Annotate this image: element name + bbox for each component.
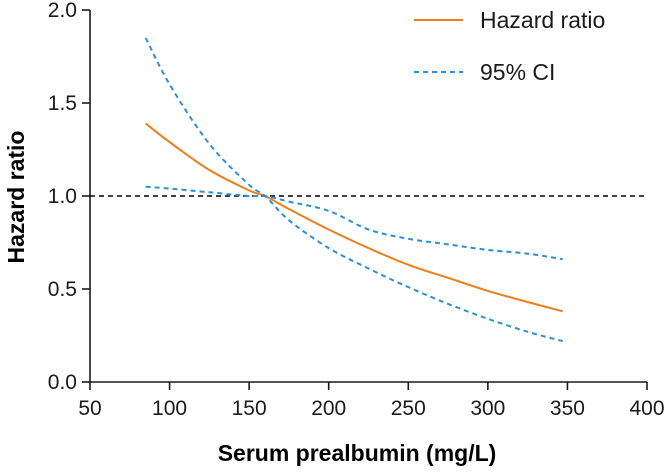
- y-tick-label: 0.0: [48, 371, 77, 394]
- legend-label-95-ci: 95% CI: [480, 59, 555, 85]
- hazard-ratio-line: [145, 122, 563, 313]
- series-layer: [144, 37, 563, 343]
- x-tick-label: 150: [232, 397, 267, 420]
- ci-lower-line: [145, 185, 563, 261]
- y-tick-label: 1.0: [48, 185, 77, 208]
- y-tick-label: 2.0: [48, 0, 77, 22]
- ticks: 50 100 150 200 250 300 350 400 0.0 0.5 1.0 1.5 2.0: [48, 0, 665, 420]
- x-tick-label: 50: [78, 397, 101, 420]
- y-tick-label: 1.5: [48, 92, 77, 115]
- x-tick-label: 200: [311, 397, 346, 420]
- legend-label-hazard-ratio: Hazard ratio: [480, 7, 605, 33]
- x-tick-label: 400: [629, 397, 664, 420]
- y-tick-label: 0.5: [48, 278, 77, 301]
- x-tick-label: 350: [550, 397, 585, 420]
- x-tick-label: 250: [391, 397, 426, 420]
- ci-upper-line: [144, 37, 563, 343]
- x-axis-title: Serum prealbumin (mg/L): [218, 440, 497, 466]
- x-tick-label: 100: [152, 397, 187, 420]
- y-axis-title: Hazard ratio: [3, 131, 29, 264]
- x-tick-label: 300: [470, 397, 505, 420]
- legend: Hazard ratio 95% CI: [414, 7, 605, 85]
